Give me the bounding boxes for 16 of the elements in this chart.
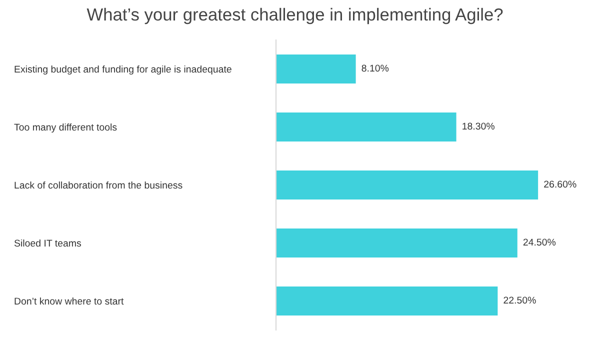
bar (276, 54, 356, 84)
data-label: 18.30% (462, 122, 494, 130)
bar (276, 286, 498, 316)
data-label: 22.50% (504, 296, 536, 304)
data-label: 24.50% (523, 238, 556, 246)
y-tick-label: Too many different tools (14, 123, 117, 133)
data-label: 8.10% (362, 64, 389, 72)
bar (276, 112, 456, 142)
bar (276, 228, 518, 258)
y-tick-label: Lack of collaboration from the business (14, 181, 182, 189)
data-label: 26.60% (544, 180, 576, 188)
y-tick-label: Existing budget and funding for agile is inadequate (14, 65, 232, 75)
chart-title: What’s your greatest challenge in implementing Agile? (86, 8, 503, 24)
y-tick-label: Don’t know where to start (14, 297, 124, 305)
y-tick-label: Siloed IT teams (14, 239, 82, 247)
bar (276, 170, 538, 200)
